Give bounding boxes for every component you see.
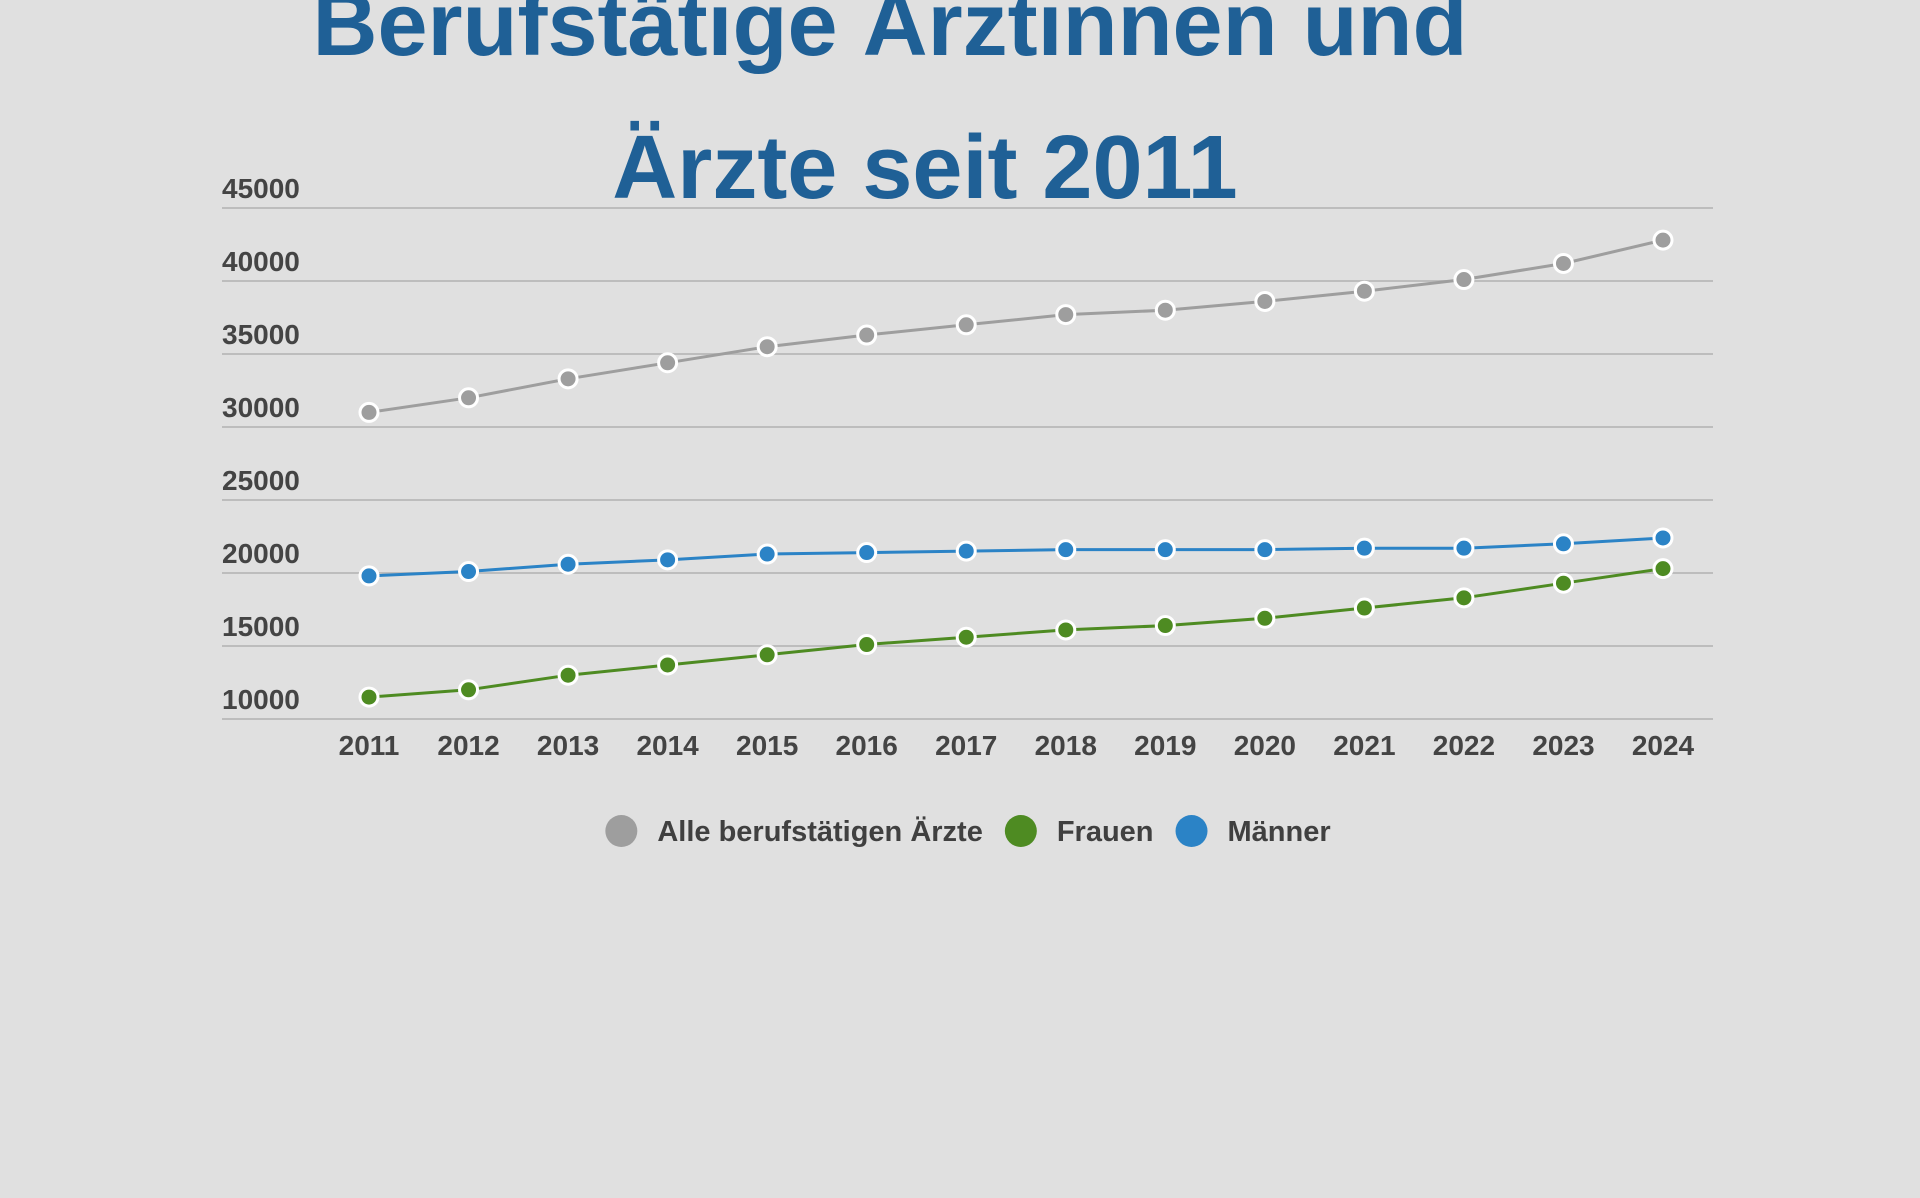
x-tick-label: 2019	[1134, 730, 1196, 761]
data-point	[756, 644, 778, 666]
data-point	[1453, 587, 1475, 609]
data-point	[657, 654, 679, 676]
x-tick-label: 2024	[1632, 730, 1695, 761]
data-point	[756, 336, 778, 358]
x-tick-label: 2016	[836, 730, 898, 761]
data-point	[557, 368, 579, 390]
data-point	[1552, 572, 1574, 594]
y-tick-label: 20000	[222, 538, 300, 569]
legend-item: Alle berufstätigen Ärzte	[605, 815, 983, 848]
chart-title: Berufstätige Ärztinnen und Ärzte seit 20…	[312, 0, 1467, 218]
data-point	[1254, 539, 1276, 561]
data-point	[458, 561, 480, 583]
series-line-0	[368, 238, 1664, 414]
legend-item: Männer	[1175, 815, 1331, 848]
data-point	[1453, 269, 1475, 291]
data-point	[1652, 229, 1674, 251]
y-tick-label: 30000	[222, 392, 300, 423]
x-tick-label: 2021	[1333, 730, 1395, 761]
x-tick-label: 2020	[1234, 730, 1296, 761]
x-tick-label: 2013	[537, 730, 599, 761]
data-point	[1055, 539, 1077, 561]
x-tick-label: 2018	[1035, 730, 1097, 761]
data-point	[1453, 537, 1475, 559]
legend: Alle berufstätigen Ärzte Frauen Männer	[605, 815, 1331, 848]
data-point	[856, 634, 878, 656]
data-point	[955, 314, 977, 336]
data-point	[557, 664, 579, 686]
data-point	[955, 540, 977, 562]
data-point	[1652, 527, 1674, 549]
data-point	[1353, 537, 1375, 559]
legend-label: Alle berufstätigen Ärzte	[657, 815, 983, 848]
chart-title-line-2: Ärzte seit 2011	[612, 118, 1237, 218]
data-point	[657, 549, 679, 571]
data-point	[756, 543, 778, 565]
data-point	[856, 324, 878, 346]
data-point	[657, 352, 679, 374]
data-point	[856, 542, 878, 564]
legend-marker	[605, 815, 638, 847]
legend-label: Männer	[1228, 816, 1331, 848]
x-tick-label: 2012	[437, 730, 499, 761]
x-tick-label: 2023	[1532, 730, 1594, 761]
data-point	[1055, 304, 1077, 326]
y-tick-label: 40000	[222, 246, 300, 277]
legend-marker	[1004, 815, 1037, 847]
data-point	[557, 553, 579, 575]
legend-item: Frauen	[1004, 815, 1154, 848]
data-point	[458, 679, 480, 701]
series-line-1	[368, 567, 1664, 699]
data-point	[1552, 252, 1574, 274]
data-point	[1652, 558, 1674, 580]
x-tick-label: 2011	[339, 730, 400, 761]
x-axis-ticks: 2011 2012 2013 2014 2015 2016 2017 2018 2019 2020…	[339, 730, 1695, 761]
y-tick-label: 35000	[222, 319, 300, 350]
data-point	[358, 565, 380, 587]
series-points	[358, 229, 1674, 708]
data-point	[358, 401, 380, 423]
data-point	[1055, 619, 1077, 641]
data-point	[458, 387, 480, 409]
legend-label: Frauen	[1057, 816, 1154, 848]
series-line-2	[368, 536, 1664, 578]
data-point	[1254, 290, 1276, 312]
data-point	[1154, 299, 1176, 321]
data-point	[1552, 533, 1574, 555]
y-tick-label: 15000	[222, 611, 300, 642]
data-point	[1154, 615, 1176, 637]
y-tick-label: 25000	[222, 465, 300, 496]
data-point	[955, 626, 977, 648]
data-point	[1154, 539, 1176, 561]
legend-marker	[1175, 815, 1208, 847]
y-tick-label: 45000	[222, 173, 300, 204]
chart-title-line-1: Berufstätige Ärztinnen und	[312, 0, 1467, 75]
x-tick-label: 2014	[636, 730, 699, 761]
data-point	[358, 686, 380, 708]
x-tick-label: 2015	[736, 730, 798, 761]
data-point	[1353, 597, 1375, 619]
y-axis-ticks: 10000 15000 20000 25000 30000 35000 40000 45000	[222, 173, 300, 715]
data-point	[1254, 607, 1276, 629]
x-tick-label: 2017	[935, 730, 997, 761]
x-tick-label: 2022	[1433, 730, 1495, 761]
series-lines	[368, 238, 1664, 699]
y-tick-label: 10000	[222, 684, 300, 715]
data-point	[1353, 280, 1375, 302]
